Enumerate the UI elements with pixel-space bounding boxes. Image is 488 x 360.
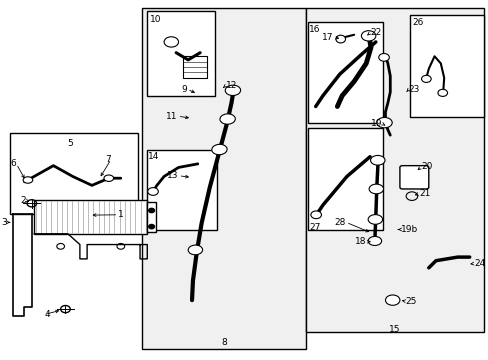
Text: 8: 8 [221,338,226,347]
Bar [408,15,483,117]
Text: 14: 14 [148,152,159,161]
Ellipse shape [378,54,388,61]
Text: 19: 19 [370,119,381,128]
Text: 12: 12 [225,81,237,90]
Text: 22: 22 [369,28,381,37]
Text: 6: 6 [11,159,16,168]
Circle shape [148,225,154,229]
Ellipse shape [220,114,235,124]
Ellipse shape [437,89,447,96]
Ellipse shape [367,237,381,246]
Ellipse shape [335,35,345,43]
Text: 19b: 19b [400,225,417,234]
Bar [147,149,217,230]
Text: 3: 3 [1,218,7,227]
Ellipse shape [147,188,158,195]
Bar [147,202,156,232]
Text: 25: 25 [405,297,416,306]
Ellipse shape [385,295,399,305]
Bar [308,128,382,230]
Text: 5: 5 [67,139,73,148]
Bar [147,12,214,96]
Text: 11: 11 [166,112,177,121]
Text: 9: 9 [181,85,187,94]
Text: 21: 21 [418,189,429,198]
Ellipse shape [367,215,382,224]
Ellipse shape [225,85,240,95]
Ellipse shape [211,144,226,155]
Text: 4: 4 [45,310,50,319]
Text: 27: 27 [309,223,320,232]
Bar [183,56,207,78]
Ellipse shape [361,31,375,41]
Ellipse shape [23,177,33,183]
Text: 17: 17 [321,33,333,42]
Text: 28: 28 [334,218,346,227]
Text: 26: 26 [411,18,423,27]
Text: 18: 18 [354,237,366,246]
Text: 15: 15 [388,325,400,334]
Ellipse shape [310,211,321,219]
Bar [305,8,483,332]
Text: 16: 16 [309,25,320,34]
Text: 1: 1 [118,210,124,219]
Ellipse shape [104,175,113,181]
Bar [308,22,382,123]
Ellipse shape [368,184,383,194]
Ellipse shape [188,245,202,255]
Bar [34,200,147,234]
Text: 7: 7 [105,155,111,164]
Circle shape [148,208,154,213]
FancyBboxPatch shape [399,166,428,189]
Bar [10,134,137,214]
Ellipse shape [164,37,178,47]
Ellipse shape [376,117,391,128]
Text: 13: 13 [167,171,178,180]
Text: 20: 20 [421,162,432,171]
Bar [142,8,305,348]
Text: 24: 24 [473,259,485,268]
Text: 2: 2 [20,195,25,204]
Text: 10: 10 [149,15,161,24]
Ellipse shape [421,75,430,82]
Ellipse shape [370,156,384,165]
Text: 23: 23 [408,85,419,94]
